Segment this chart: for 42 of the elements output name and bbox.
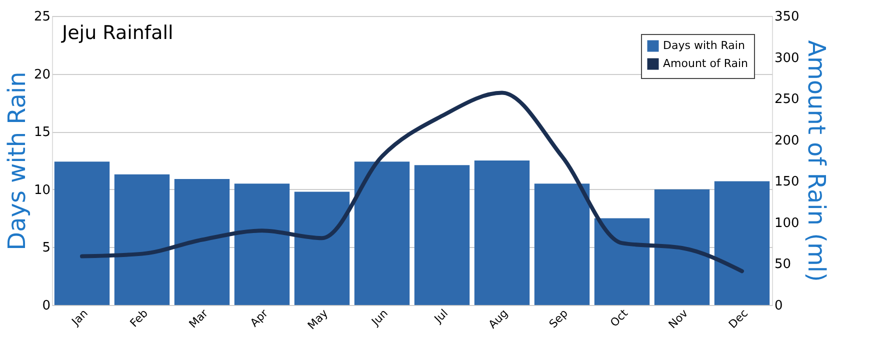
x-tick-label: Nov xyxy=(666,306,691,332)
y-tick-label: 15 xyxy=(34,125,50,140)
bar xyxy=(414,165,470,305)
bar xyxy=(114,174,170,305)
x-tick-label: Mar xyxy=(186,306,211,331)
y2-tick-label: 150 xyxy=(774,174,800,190)
line-series xyxy=(80,90,744,274)
x-tick-label: Oct xyxy=(608,306,631,330)
bar xyxy=(294,192,350,305)
y-tick-label: 0 xyxy=(42,298,50,314)
y-tick-label: 5 xyxy=(42,240,50,256)
y-axis-title: Days with Rain xyxy=(2,72,31,250)
y-tick-label: 10 xyxy=(34,182,50,198)
y2-tick-label: 50 xyxy=(774,257,792,272)
x-tick-label: Dec xyxy=(726,306,750,332)
x-tick-label: Apr xyxy=(248,306,271,330)
legend-label: Amount of Rain xyxy=(663,57,748,70)
x-tick-label: Jul xyxy=(431,306,450,326)
bar xyxy=(534,184,590,305)
x-tick-label: Sep xyxy=(546,306,570,331)
y-tick-label: 20 xyxy=(34,67,50,82)
y2-tick-label: 0 xyxy=(774,298,783,314)
y2-tick-label: 100 xyxy=(774,216,800,231)
bar xyxy=(714,181,770,305)
y2-axis-title: Amount of Rain (ml) xyxy=(802,40,830,282)
bar xyxy=(594,218,650,305)
bar xyxy=(354,162,410,305)
bar xyxy=(654,189,710,305)
bar xyxy=(474,160,530,305)
x-tick-label: Jun xyxy=(368,306,391,329)
chart-title: Jeju Rainfall xyxy=(61,22,174,44)
y2-tick-label: 350 xyxy=(774,10,800,24)
bar xyxy=(234,184,290,305)
legend-label: Days with Rain xyxy=(663,39,745,52)
x-tick-label: Feb xyxy=(128,306,150,330)
y-tick-label: 25 xyxy=(34,10,50,24)
x-tick-label: Jan xyxy=(68,306,90,329)
bar xyxy=(54,162,110,305)
y2-tick-label: 200 xyxy=(774,133,800,148)
y2-tick-label: 250 xyxy=(774,92,800,108)
y2-tick-label: 300 xyxy=(774,50,800,66)
bar xyxy=(174,178,230,305)
